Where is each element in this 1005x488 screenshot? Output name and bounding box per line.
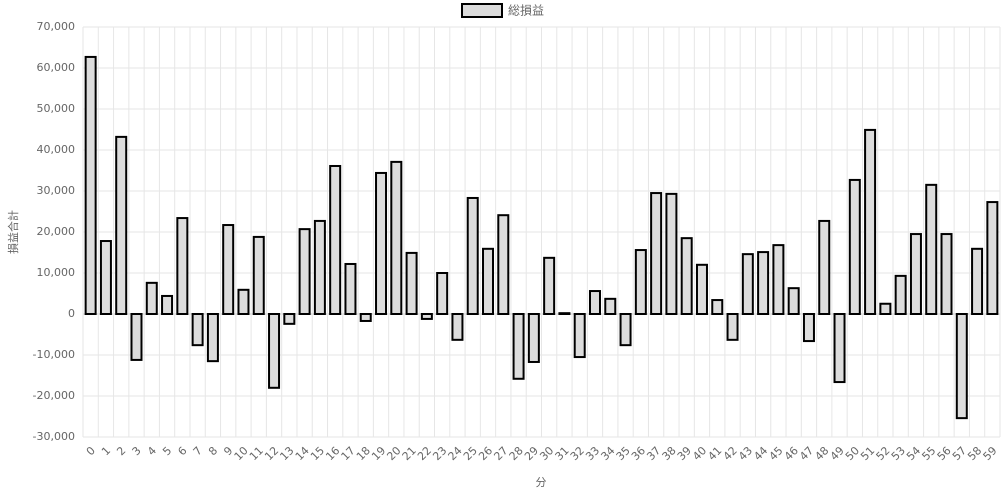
x-axis-title: 分 (536, 476, 547, 488)
bar (894, 274, 907, 315)
bar (130, 313, 143, 361)
bar (84, 55, 97, 316)
bar (634, 249, 647, 315)
bar (818, 219, 831, 315)
bar (191, 313, 204, 347)
bar (558, 312, 571, 315)
bar (909, 233, 922, 315)
bar (604, 297, 617, 315)
bar (711, 299, 724, 315)
bar (252, 235, 265, 315)
bar (680, 237, 693, 315)
y-tick-label: -30,000 (33, 430, 75, 443)
bar (864, 128, 877, 315)
bar (512, 313, 525, 380)
x-tick-label: 5 (160, 444, 174, 458)
bar (298, 228, 311, 316)
y-tick-label: 60,000 (37, 61, 76, 74)
bar (145, 281, 158, 315)
x-tick-label: 4 (145, 444, 159, 458)
bar (848, 178, 861, 315)
y-axis-title: 損益合計 (6, 210, 20, 254)
bar (436, 272, 449, 315)
bar (313, 219, 326, 315)
bar (940, 233, 953, 315)
bar (390, 160, 403, 315)
bar (971, 247, 984, 315)
y-tick-label: 10,000 (37, 266, 76, 279)
bar (543, 256, 556, 315)
legend-label[interactable]: 総損益 (508, 3, 544, 18)
bar (176, 217, 189, 315)
bar (695, 263, 708, 315)
y-tick-label: -10,000 (33, 348, 75, 361)
x-tick-label: 3 (130, 444, 144, 458)
bar (99, 240, 112, 316)
x-tick-label: 2 (114, 444, 128, 458)
bar (527, 313, 540, 363)
bar (222, 224, 235, 315)
bar (237, 288, 250, 315)
bar (375, 171, 388, 315)
bar (986, 201, 999, 316)
bar (161, 294, 174, 315)
y-tick-label: 50,000 (37, 102, 76, 115)
bar (833, 313, 846, 384)
bar (726, 313, 739, 341)
legend-swatch[interactable] (461, 3, 503, 18)
bar (482, 247, 495, 315)
y-tick-label: 70,000 (37, 20, 76, 33)
bar (497, 214, 510, 315)
x-tick-label: 1 (99, 444, 113, 458)
bar (405, 251, 418, 316)
x-tick-label: 7 (191, 444, 205, 458)
y-tick-label: 40,000 (37, 143, 76, 156)
bar (573, 313, 586, 359)
y-tick-label: 0 (68, 307, 75, 320)
bar (665, 192, 678, 315)
bar (344, 262, 357, 316)
bar (206, 313, 219, 363)
bar (772, 244, 785, 315)
y-tick-label: -20,000 (33, 389, 75, 402)
x-tick-label: 59 (981, 444, 1000, 463)
bar (757, 251, 770, 315)
bar (925, 183, 938, 315)
bar (787, 287, 800, 316)
bar (115, 135, 128, 315)
y-tick-label: 30,000 (37, 184, 76, 197)
bar (466, 196, 479, 315)
bar (268, 313, 281, 389)
bar (619, 313, 632, 347)
bar (879, 302, 892, 315)
bar (955, 313, 968, 420)
bar (359, 313, 372, 322)
x-tick-label: 8 (206, 444, 220, 458)
bar (741, 253, 754, 315)
bar (329, 164, 342, 315)
bar (650, 192, 663, 315)
x-tick-label: 0 (84, 444, 98, 458)
bar (283, 313, 296, 325)
x-tick-label: 6 (175, 444, 189, 458)
bar (451, 313, 464, 341)
bar (588, 290, 601, 316)
bar (802, 313, 815, 343)
bar (420, 313, 433, 320)
y-tick-label: 20,000 (37, 225, 76, 238)
